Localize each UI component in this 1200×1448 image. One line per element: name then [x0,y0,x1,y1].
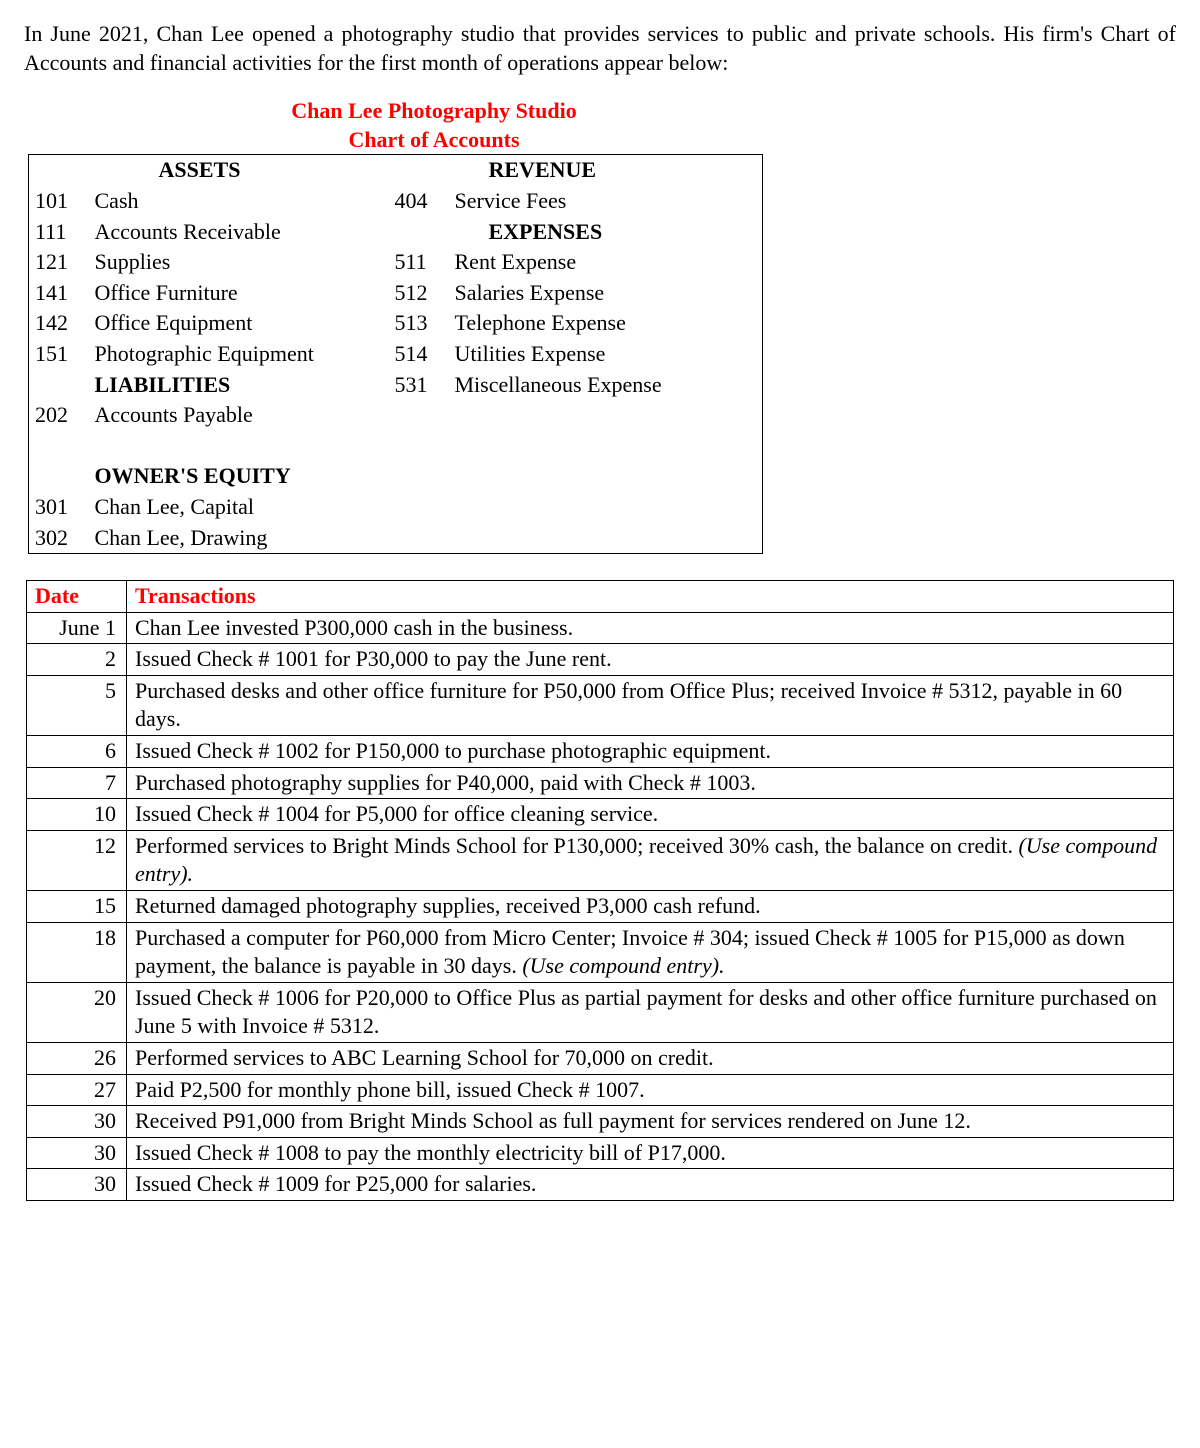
table-row: 30Received P91,000 from Bright Minds Sch… [27,1106,1174,1138]
table-row: 10Issued Check # 1004 for P5,000 for off… [27,799,1174,831]
acct-num: 111 [29,217,89,248]
acct-name: Office Furniture [89,278,389,309]
acct-num: 513 [389,308,449,339]
section-equity: OWNER'S EQUITY [89,461,389,492]
chart-heading-line1: Chan Lee Photography Studio [104,97,764,126]
intro-paragraph: In June 2021, Chan Lee opened a photogra… [24,20,1176,77]
acct-name: Rent Expense [449,247,763,278]
tx-desc: Issued Check # 1004 for P5,000 for offic… [127,799,1174,831]
chart-table: ASSETS REVENUE 101 Cash 404 Service Fees… [28,154,763,554]
acct-num: 141 [29,278,89,309]
acct-num: 512 [389,278,449,309]
acct-num: 531 [389,370,449,401]
tx-date: 20 [27,982,127,1042]
tx-date: 27 [27,1074,127,1106]
acct-name: Accounts Payable [89,400,389,431]
acct-num: 121 [29,247,89,278]
table-row: 12Performed services to Bright Minds Sch… [27,830,1174,890]
tx-desc: Chan Lee invested P300,000 cash in the b… [127,612,1174,644]
tx-desc: Issued Check # 1009 for P25,000 for sala… [127,1169,1174,1201]
acct-name: Salaries Expense [449,278,763,309]
acct-name: Chan Lee, Drawing [89,523,389,554]
tx-date: 6 [27,736,127,768]
tx-date: 10 [27,799,127,831]
table-row: 15Returned damaged photography supplies,… [27,891,1174,923]
tx-date: 30 [27,1137,127,1169]
acct-name: Photographic Equipment [89,339,389,370]
tx-desc: Purchased desks and other office furnitu… [127,675,1174,735]
tx-date: 30 [27,1106,127,1138]
chart-of-accounts: ASSETS REVENUE 101 Cash 404 Service Fees… [28,154,763,554]
tx-date: 30 [27,1169,127,1201]
transactions-table: Date Transactions June 1Chan Lee investe… [26,580,1174,1201]
table-row: 2Issued Check # 1001 for P30,000 to pay … [27,644,1174,676]
acct-num: 511 [389,247,449,278]
tx-desc: Received P91,000 from Bright Minds Schoo… [127,1106,1174,1138]
table-row: 30Issued Check # 1008 to pay the monthly… [27,1137,1174,1169]
tx-date: 7 [27,767,127,799]
acct-name: Utilities Expense [449,339,763,370]
acct-name: Office Equipment [89,308,389,339]
acct-name: Telephone Expense [449,308,763,339]
tx-date: 18 [27,922,127,982]
tx-desc: Returned damaged photography supplies, r… [127,891,1174,923]
tx-desc: Issued Check # 1006 for P20,000 to Offic… [127,982,1174,1042]
acct-num: 151 [29,339,89,370]
acct-name: Service Fees [449,186,763,217]
section-expenses: EXPENSES [449,217,763,248]
table-row: 26Performed services to ABC Learning Sch… [27,1043,1174,1075]
tx-desc: Issued Check # 1008 to pay the monthly e… [127,1137,1174,1169]
tx-desc: Purchased photography supplies for P40,0… [127,767,1174,799]
acct-num: 514 [389,339,449,370]
acct-num: 302 [29,523,89,554]
acct-num: 404 [389,186,449,217]
acct-name: Cash [89,186,389,217]
tx-date: 26 [27,1043,127,1075]
table-row: 7Purchased photography supplies for P40,… [27,767,1174,799]
tx-date: 2 [27,644,127,676]
tx-header-desc: Transactions [127,581,1174,613]
tx-desc: Performed services to ABC Learning Schoo… [127,1043,1174,1075]
acct-name: Supplies [89,247,389,278]
tx-date: 12 [27,830,127,890]
tx-header-date: Date [27,581,127,613]
acct-num: 202 [29,400,89,431]
tx-date: 15 [27,891,127,923]
table-row: 6Issued Check # 1002 for P150,000 to pur… [27,736,1174,768]
tx-date: June 1 [27,612,127,644]
table-row: 30Issued Check # 1009 for P25,000 for sa… [27,1169,1174,1201]
acct-num: 142 [29,308,89,339]
acct-num: 101 [29,186,89,217]
acct-name: Miscellaneous Expense [449,370,763,401]
acct-name: Accounts Receivable [89,217,389,248]
tx-desc: Performed services to Bright Minds Schoo… [127,830,1174,890]
acct-name: Chan Lee, Capital [89,492,389,523]
table-row: 27Paid P2,500 for monthly phone bill, is… [27,1074,1174,1106]
chart-heading-line2: Chart of Accounts [104,126,764,155]
tx-desc: Purchased a computer for P60,000 from Mi… [127,922,1174,982]
tx-date: 5 [27,675,127,735]
tx-desc: Paid P2,500 for monthly phone bill, issu… [127,1074,1174,1106]
table-row: June 1Chan Lee invested P300,000 cash in… [27,612,1174,644]
acct-num: 301 [29,492,89,523]
section-revenue: REVENUE [449,155,763,186]
table-row: 18Purchased a computer for P60,000 from … [27,922,1174,982]
section-liabilities: LIABILITIES [89,370,389,401]
table-row: 20Issued Check # 1006 for P20,000 to Off… [27,982,1174,1042]
chart-heading: Chan Lee Photography Studio Chart of Acc… [104,97,764,154]
section-assets: ASSETS [89,155,389,186]
tx-desc: Issued Check # 1002 for P150,000 to purc… [127,736,1174,768]
table-row: 5Purchased desks and other office furnit… [27,675,1174,735]
tx-desc: Issued Check # 1001 for P30,000 to pay t… [127,644,1174,676]
